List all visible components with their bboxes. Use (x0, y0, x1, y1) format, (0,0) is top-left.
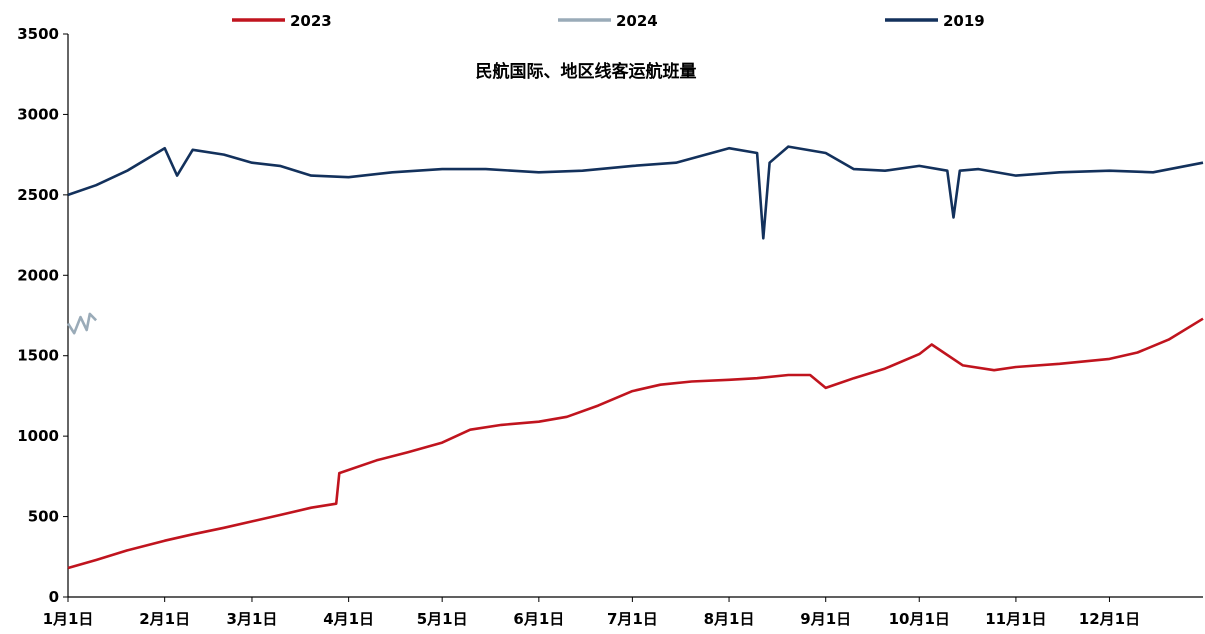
series-line-2019 (67, 145, 1204, 240)
chart-title: 民航国际、地区线客运航班量 (476, 61, 697, 82)
y-tick-label: 2500 (17, 186, 59, 204)
x-tick-label: 5月1日 (417, 610, 468, 628)
y-tick-label: 0 (49, 588, 59, 606)
y-tick-label: 3500 (17, 25, 59, 43)
x-tick-label: 6月1日 (513, 610, 564, 628)
series-line-2023 (67, 317, 1204, 570)
x-tick-label: 1月1日 (43, 610, 94, 628)
x-tick-label: 9月1日 (800, 610, 851, 628)
legend-label-2019: 2019 (943, 12, 985, 30)
x-tick-label: 8月1日 (704, 610, 755, 628)
legend: 2023 2024 2019 (232, 12, 985, 30)
x-tick-label: 3月1日 (227, 610, 278, 628)
x-tick-label: 2月1日 (139, 610, 190, 628)
x-tick-label: 12月1日 (1079, 610, 1140, 628)
y-tick-label: 1500 (17, 347, 59, 365)
y-tick-label: 1000 (17, 427, 59, 445)
series-line-2024 (66, 312, 98, 335)
x-tick-label: 11月1日 (985, 610, 1046, 628)
plot-area (66, 145, 1204, 570)
x-tick-label: 7月1日 (607, 610, 658, 628)
legend-label-2024: 2024 (616, 12, 658, 30)
y-tick-label: 3000 (17, 105, 59, 123)
y-tick-label: 2000 (17, 266, 59, 284)
x-tick-label: 4月1日 (323, 610, 374, 628)
legend-label-2023: 2023 (290, 12, 332, 30)
axes: 0 500 1000 1500 2000 2500 3000 3500 1月1日 2月1日 3月1日… (17, 25, 1203, 628)
x-tick-label: 10月1日 (889, 610, 950, 628)
y-tick-label: 500 (28, 508, 59, 526)
